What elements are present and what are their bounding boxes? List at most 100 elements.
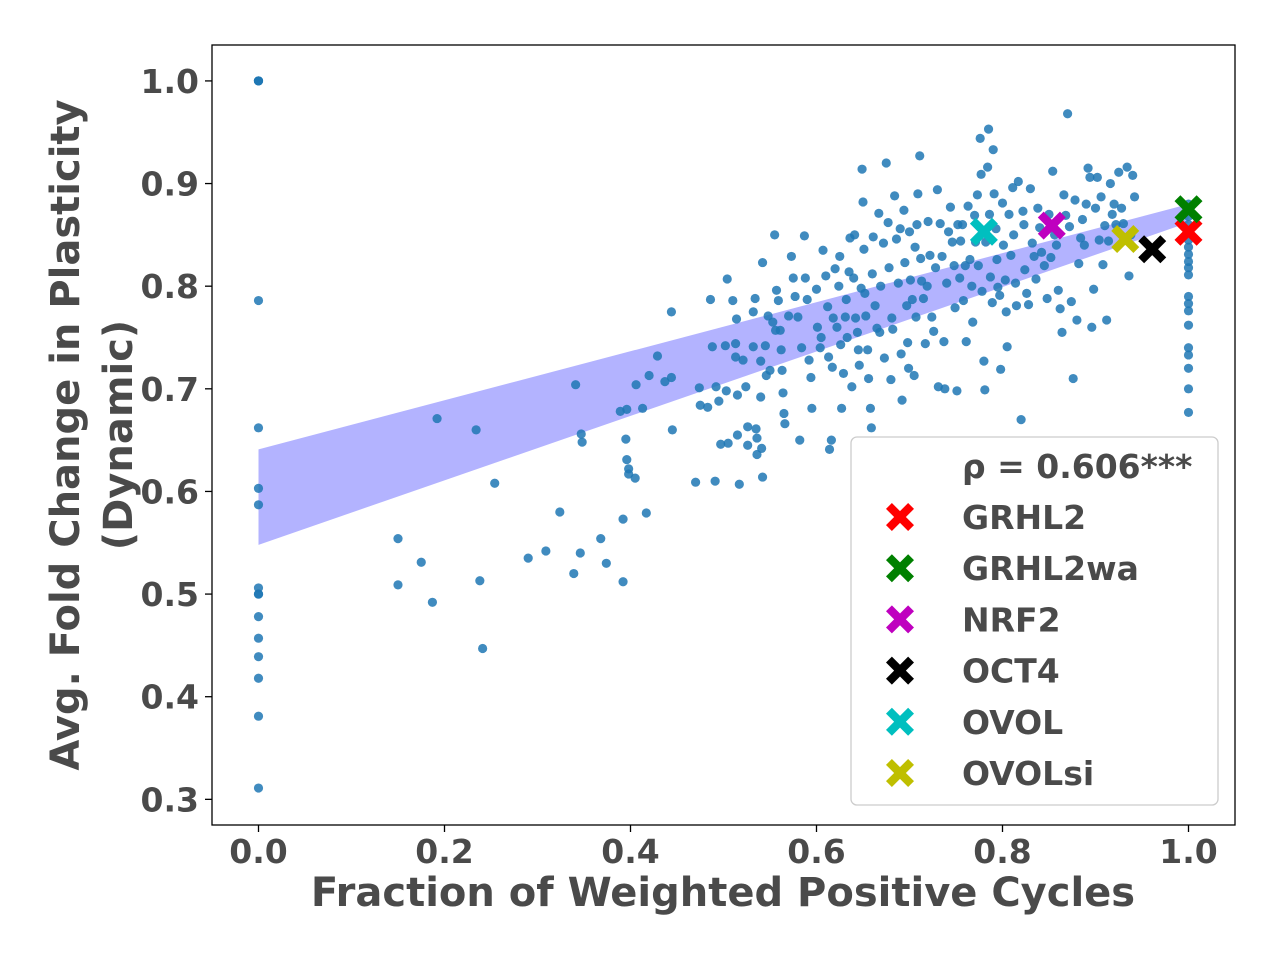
x-axis-label: Fraction of Weighted Positive Cycles — [311, 870, 1135, 916]
scatter-point — [989, 189, 999, 199]
scatter-point — [890, 191, 900, 201]
scatter-point — [987, 298, 997, 308]
scatter-point — [1103, 236, 1114, 246]
scatter-point — [866, 423, 876, 433]
scatter-point — [836, 340, 846, 350]
y-tick-label: 0.7 — [141, 370, 199, 409]
scatter-point — [705, 294, 716, 305]
scatter-point — [778, 388, 788, 398]
highlight-marker-ovol — [969, 217, 998, 246]
scatter-point — [952, 386, 962, 396]
y-tick-label: 0.9 — [141, 165, 199, 204]
scatter-point — [977, 286, 987, 296]
legend-label-grhl2: GRHL2 — [962, 498, 1086, 537]
scatter-point — [821, 271, 831, 281]
scatter-points-layer — [253, 76, 1194, 793]
scatter-point — [802, 294, 812, 305]
scatter-point — [970, 210, 980, 220]
scatter-point — [734, 479, 744, 489]
scatter-point — [1105, 178, 1115, 189]
scatter-point — [576, 429, 586, 439]
scatter-point — [984, 209, 995, 219]
scatter-point — [930, 263, 941, 273]
scatter-point — [854, 360, 864, 370]
scatter-point — [912, 220, 922, 230]
scatter-point — [776, 345, 786, 355]
legend-marker-grhl2wa — [886, 554, 914, 583]
scatter-point — [1009, 230, 1019, 240]
scatter-point — [777, 365, 787, 375]
scatter-point — [826, 435, 836, 445]
scatter-point — [904, 227, 915, 237]
scatter-point — [907, 294, 917, 305]
scatter-point — [1089, 284, 1099, 294]
y-axis-label-line-2: (Dynamic) — [96, 320, 142, 550]
scatter-point — [896, 349, 906, 359]
scatter-point — [799, 231, 810, 241]
scatter-point — [942, 278, 952, 288]
scatter-point — [1033, 203, 1043, 213]
scatter-point — [837, 403, 847, 413]
scatter-point — [1183, 320, 1194, 330]
plot-frame — [211, 44, 1236, 826]
scatter-point — [490, 478, 500, 488]
scatter-point — [850, 313, 861, 323]
legend: ρ = 0.606*** GRHL2 GRHL2wa NRF2 OCT4 OVOL OVO… — [850, 436, 1219, 806]
scatter-point — [1013, 176, 1023, 187]
scatter-point — [915, 151, 925, 161]
scatter-point — [1116, 203, 1127, 213]
scatter-point — [637, 403, 648, 413]
scatter-point — [723, 438, 733, 448]
x-tick-label: 0.0 — [229, 832, 287, 871]
scatter-point — [857, 164, 867, 174]
scatter-point — [1183, 343, 1194, 353]
scatter-point — [253, 652, 264, 662]
scatter-point — [475, 576, 485, 586]
highlight-marker-oct4 — [1138, 235, 1167, 264]
scatter-point — [711, 382, 721, 392]
scatter-point — [751, 424, 761, 434]
scatter-point — [1081, 199, 1091, 209]
scatter-point — [927, 312, 937, 322]
scatter-point — [253, 76, 264, 86]
scatter-point — [771, 285, 782, 295]
scatter-point — [795, 435, 805, 445]
scatter-point — [988, 145, 998, 155]
scatter-point — [949, 261, 959, 271]
confidence-band-layer — [258, 204, 1189, 545]
scatter-point — [1183, 249, 1194, 259]
scatter-point — [666, 307, 677, 317]
x-tick-label: 0.4 — [601, 832, 659, 871]
scatter-point — [416, 557, 426, 567]
scatter-point — [748, 307, 758, 317]
scatter-point — [1072, 315, 1082, 325]
scatter-point — [812, 322, 823, 332]
scatter-point — [1051, 240, 1062, 250]
scatter-point — [728, 295, 738, 306]
scatter-point — [1008, 183, 1018, 193]
scatter-point — [1001, 307, 1011, 317]
scatter-point — [253, 589, 264, 599]
scatter-point — [932, 185, 943, 195]
x-tick-label: 0.2 — [415, 832, 473, 871]
scatter-point — [893, 278, 903, 288]
scatter-point — [1074, 259, 1084, 269]
scatter-point — [815, 343, 825, 353]
scatter-point — [861, 311, 871, 321]
scatter-point — [1053, 285, 1063, 295]
scatter-point — [823, 302, 833, 312]
scatter-point — [945, 202, 956, 212]
highlight-marker-ovolsi — [1111, 224, 1140, 253]
scatter-point — [393, 580, 403, 590]
legend-marker-ovol — [886, 707, 914, 736]
scatter-point — [1036, 247, 1047, 257]
scatter-point — [1057, 327, 1067, 337]
scatter-point — [1183, 263, 1194, 273]
scatter-point — [1100, 221, 1110, 231]
scatter-point — [903, 363, 914, 373]
scatter-point — [968, 317, 978, 327]
scatter-point — [940, 384, 950, 394]
scatter-point — [955, 273, 965, 283]
scatter-point — [1087, 322, 1097, 332]
scatter-point — [1085, 172, 1095, 182]
